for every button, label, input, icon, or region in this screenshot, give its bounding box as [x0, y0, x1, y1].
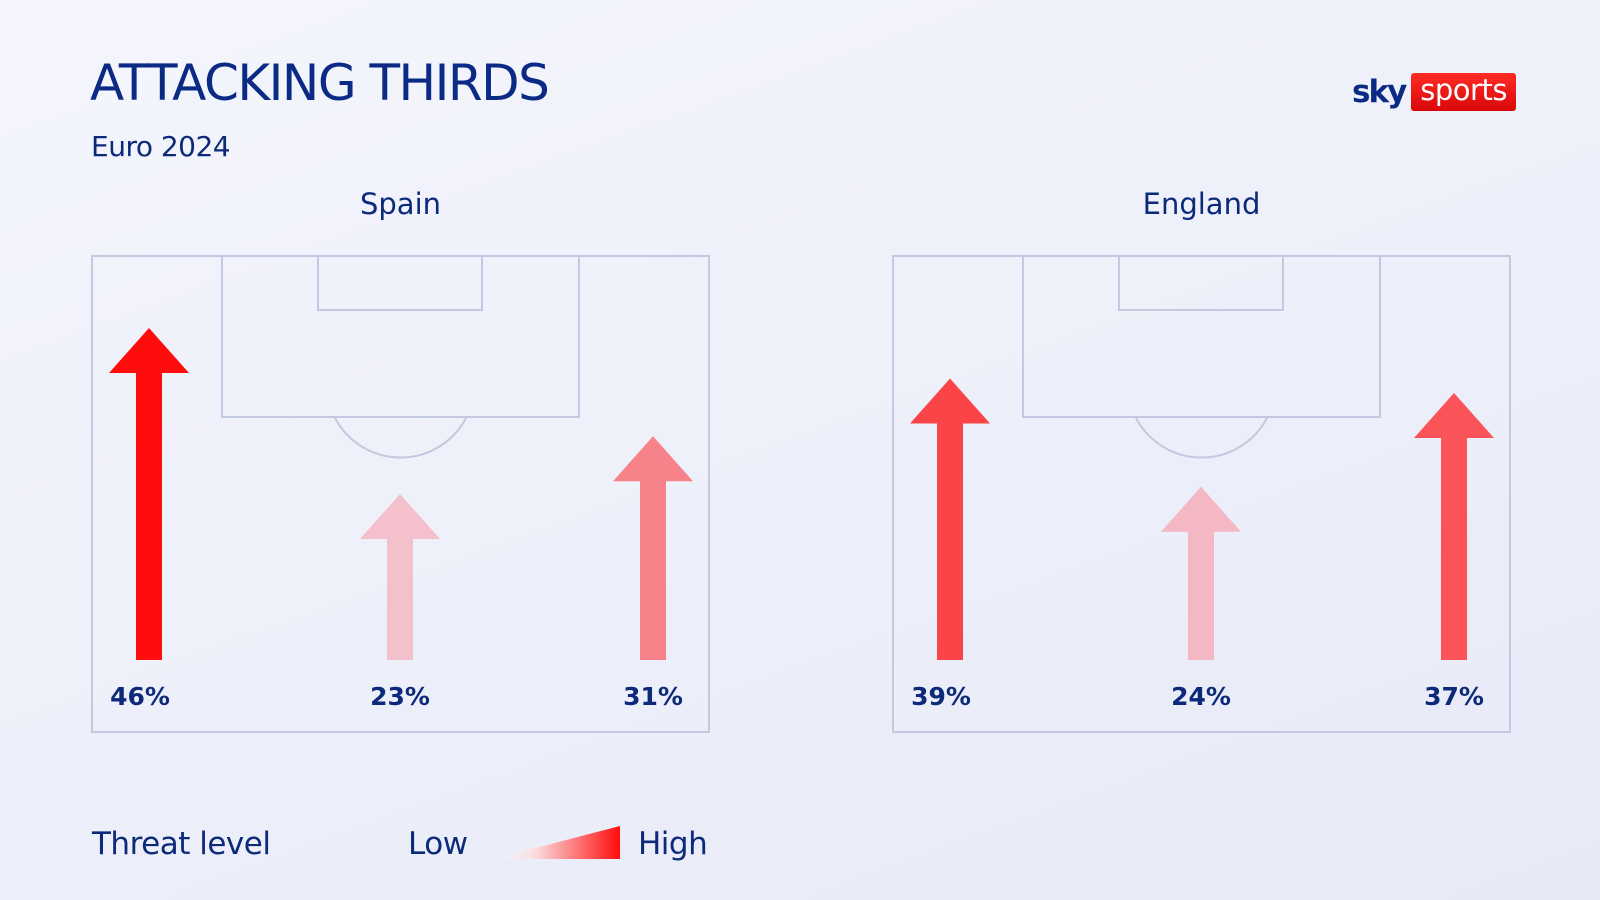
team-title: Spain — [360, 187, 441, 221]
legend-high-label: High — [638, 826, 708, 862]
threat-arrow-centre — [1161, 486, 1241, 660]
value-label-right: 37% — [1424, 682, 1484, 711]
value-label-left: 39% — [911, 682, 971, 711]
value-label-left: 46% — [110, 682, 170, 711]
pitch-spain: Spain 46% 23% 31% — [91, 187, 710, 733]
legend-low-label: Low — [408, 826, 468, 862]
sky-sports-logo: sky sports — [1352, 72, 1516, 112]
threat-arrow-left — [109, 328, 189, 660]
threat-arrow-right — [613, 436, 693, 660]
penalty-arc — [1134, 416, 1269, 459]
threat-arrow-right — [1414, 392, 1494, 660]
threat-arrow-centre — [360, 494, 440, 660]
six-yard-box — [317, 255, 483, 311]
threat-arrow-left — [910, 378, 990, 660]
six-yard-box — [1118, 255, 1284, 311]
pitch-outline — [91, 255, 710, 733]
value-label-centre: 23% — [370, 682, 430, 711]
pitch-england: England 39% 24% 37% — [892, 187, 1511, 733]
penalty-area — [221, 255, 580, 418]
page-subtitle: Euro 2024 — [91, 130, 231, 163]
logo-sports-text: sports — [1411, 72, 1516, 112]
logo-sky-text: sky — [1352, 73, 1407, 110]
value-label-right: 31% — [623, 682, 683, 711]
page-title: ATTACKING THIRDS — [90, 54, 550, 112]
threat-level-gradient-wedge — [493, 826, 620, 859]
team-title: England — [1143, 187, 1261, 221]
legend-title: Threat level — [92, 826, 271, 862]
value-label-centre: 24% — [1171, 682, 1231, 711]
penalty-area — [1022, 255, 1381, 418]
penalty-arc — [333, 416, 468, 459]
